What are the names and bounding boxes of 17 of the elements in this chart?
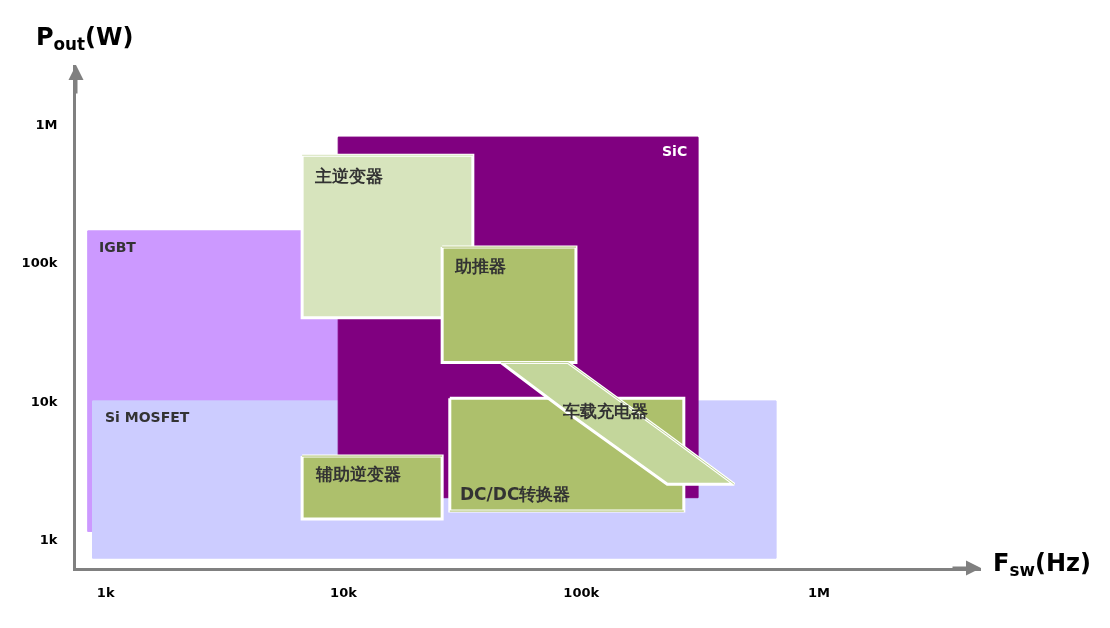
y-tick-label: 10k (30, 393, 58, 409)
y-tick-label: 1M (35, 117, 58, 133)
y-tick-label: 1k (39, 531, 58, 547)
series-label: 辅助逆变器 (315, 464, 401, 484)
series-label: Si MOSFET (105, 409, 190, 425)
x-tick-label: 100k (563, 584, 600, 600)
series-label: IGBT (99, 239, 137, 255)
x-tick-label: 1M (808, 584, 831, 600)
series-label: 助推器 (454, 256, 506, 276)
x-tick-label: 10k (330, 584, 358, 600)
series-label: DC/DC转换器 (460, 484, 571, 504)
x-axis-title: F$_{sw}$(Hz) (993, 549, 1091, 581)
series-label: SiC (662, 143, 688, 159)
y-axis-title: P$_{out}$(W) (36, 23, 134, 55)
y-tick-label: 100k (21, 255, 58, 271)
x-tick-label: 1k (96, 584, 115, 600)
series-label: 主逆变器 (314, 166, 383, 186)
